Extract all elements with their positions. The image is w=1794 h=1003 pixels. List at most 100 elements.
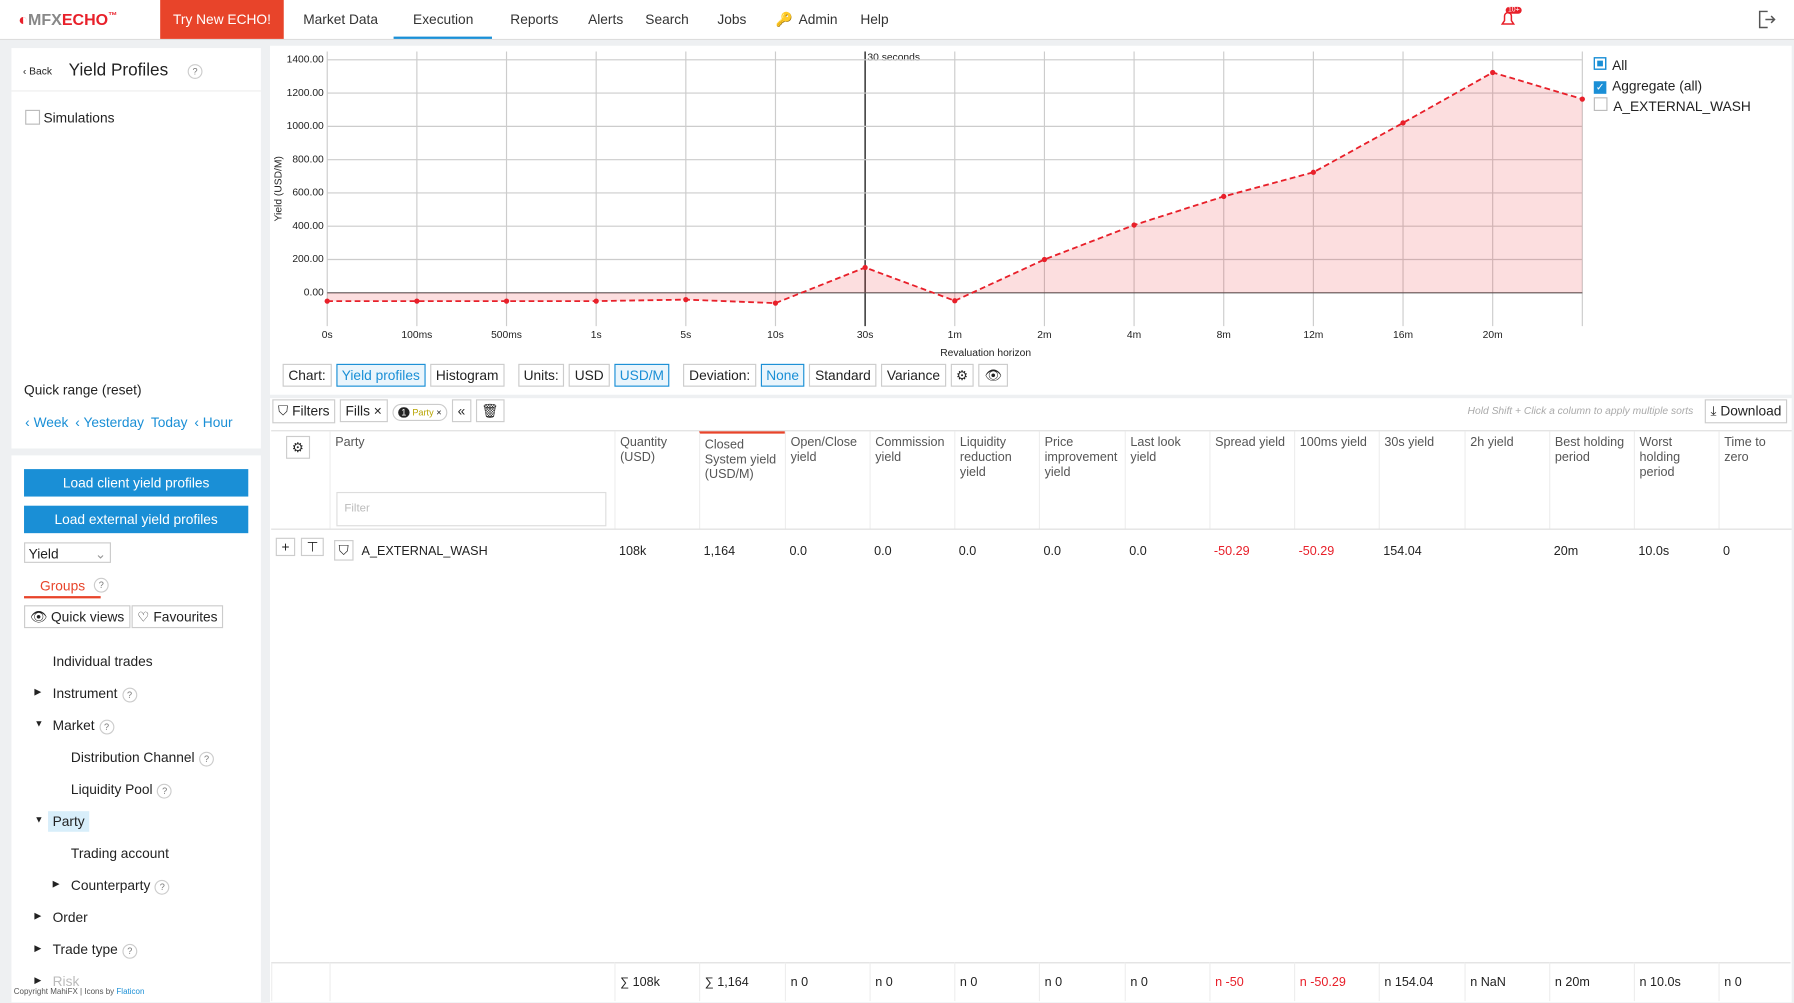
- range-link[interactable]: ‹ Yesterday: [75, 414, 145, 431]
- toolbar-button[interactable]: USD/M: [614, 363, 670, 387]
- x-tick-label: 20m: [1483, 330, 1503, 341]
- nav-item[interactable]: Reports: [510, 11, 559, 28]
- range-link[interactable]: ‹ Hour: [194, 414, 233, 431]
- legend-item[interactable]: A_EXTERNAL_WASH: [1593, 96, 1751, 117]
- select[interactable]: Yield ⌄: [24, 542, 111, 563]
- chip-text: Fills: [345, 402, 370, 419]
- flaticon-link[interactable]: Flaticon: [116, 988, 145, 997]
- tree-arrow[interactable]: ▼: [34, 814, 44, 825]
- tree-item[interactable]: Distribution Channel?: [71, 747, 215, 769]
- filter-icon[interactable]: ⛉: [334, 540, 354, 561]
- tree-arrow[interactable]: ▶: [34, 942, 42, 954]
- toolbar-button[interactable]: Histogram: [430, 363, 505, 387]
- column-header[interactable]: Time to zero: [1718, 431, 1790, 529]
- view-button[interactable]: 👁: [978, 363, 1008, 387]
- load-external-button[interactable]: Load external yield profiles: [24, 505, 249, 534]
- column-header[interactable]: 30s yield: [1378, 431, 1465, 529]
- try-button[interactable]: Try New ECHO!: [160, 0, 284, 39]
- tree-arrow[interactable]: ▶: [34, 686, 42, 697]
- pin-button[interactable]: ⊤: [300, 537, 325, 557]
- filters-button[interactable]: ⛉ Filters: [272, 399, 336, 424]
- footer-text: n 0: [959, 975, 978, 990]
- quick-range-label[interactable]: Quick range (reset): [24, 382, 142, 399]
- expand-button[interactable]: +: [275, 537, 296, 557]
- help-icon[interactable]: ?: [122, 687, 137, 703]
- toolbar-button[interactable]: Variance: [881, 363, 946, 387]
- collapse-button[interactable]: «: [451, 399, 471, 423]
- range-link[interactable]: ‹ Week: [25, 414, 69, 431]
- cell-text: -50.29: [1213, 544, 1250, 559]
- column-header[interactable]: Commission yield: [869, 431, 955, 529]
- tree-item[interactable]: Counterparty?: [71, 875, 170, 897]
- legend-item[interactable]: ✓ Aggregate (all): [1593, 77, 1703, 94]
- help-icon[interactable]: ?: [187, 64, 203, 79]
- column-header[interactable]: 100ms yield: [1294, 431, 1379, 529]
- toolbar-button[interactable]: Standard: [809, 363, 877, 387]
- nav-item[interactable]: Search: [645, 11, 689, 28]
- help-icon[interactable]: ?: [157, 783, 173, 799]
- tree-item[interactable]: Individual trades: [53, 651, 153, 672]
- column-header[interactable]: Closed System yield (USD/M): [699, 431, 785, 529]
- toolbar-button[interactable]: USD: [569, 363, 610, 387]
- legend-item[interactable]: All: [1593, 55, 1751, 76]
- nav-item[interactable]: Execution: [413, 11, 474, 28]
- point: [414, 298, 420, 304]
- column-header[interactable]: Liquidity reduction yield: [954, 431, 1039, 529]
- groups-tab[interactable]: Groups: [24, 575, 102, 599]
- column-header[interactable]: Last look yield: [1124, 431, 1210, 529]
- settings-button[interactable]: ⚙: [950, 363, 975, 387]
- column-header[interactable]: Quantity (USD): [614, 431, 699, 529]
- back-link[interactable]: ‹ Back: [22, 65, 53, 77]
- checkbox[interactable]: [25, 109, 41, 125]
- quick-views-button[interactable]: 👁 Quick views: [24, 605, 130, 629]
- nav-item[interactable]: Jobs: [717, 11, 747, 28]
- column-header[interactable]: Price improvement yield: [1038, 431, 1125, 529]
- help-icon[interactable]: ?: [99, 719, 115, 735]
- fills-chip[interactable]: Fills ×: [339, 399, 388, 423]
- filter-input[interactable]: Filter: [336, 491, 607, 527]
- load-client-button[interactable]: Load client yield profiles: [24, 469, 249, 497]
- table-cell: 0.0: [785, 533, 870, 570]
- help-icon[interactable]: ?: [122, 943, 138, 959]
- help-icon[interactable]: ?: [199, 751, 215, 767]
- column-header[interactable]: Party: [329, 431, 615, 529]
- sidebar-bottom: Load client yield profiles Load external…: [11, 455, 261, 1003]
- tree-item[interactable]: Party: [48, 811, 90, 832]
- tree-item[interactable]: Risk: [53, 971, 80, 992]
- column-header[interactable]: Spread yield: [1209, 431, 1294, 529]
- tree-item[interactable]: Trade type?: [53, 939, 138, 961]
- table-cell: 0: [1718, 533, 1790, 570]
- top-nav: ◐MFXECHO™ Try New ECHO! Market Data Execu…: [0, 0, 1794, 41]
- tree-arrow[interactable]: ▶: [52, 878, 60, 889]
- footer-text: n 20m: [1554, 975, 1590, 990]
- nav-item[interactable]: Admin 🔑: [775, 11, 838, 28]
- column-header[interactable]: 2h yield: [1464, 431, 1549, 529]
- column-header[interactable]: Open/Close yield: [784, 431, 870, 529]
- download-button[interactable]: ⤓ Download: [1704, 399, 1788, 424]
- party-chip[interactable]: 1 Party ×: [392, 403, 448, 422]
- range-link[interactable]: Today: [151, 414, 188, 430]
- cell-text: -50.29: [1298, 544, 1335, 559]
- tree-item[interactable]: Market?: [53, 715, 115, 737]
- tree-arrow[interactable]: ▶: [34, 910, 42, 922]
- logo[interactable]: ◐MFXECHO™: [18, 10, 118, 29]
- tree-arrow[interactable]: ▶: [34, 974, 42, 986]
- column-header[interactable]: Best holding period: [1549, 431, 1634, 529]
- favourites-button[interactable]: ♡ Favourites: [131, 605, 224, 629]
- delete-button[interactable]: 🗑: [475, 399, 505, 423]
- tree-item[interactable]: Order: [53, 907, 88, 928]
- settings-button[interactable]: ⚙: [286, 435, 310, 459]
- tree-item[interactable]: Instrument?: [53, 683, 137, 705]
- tree-item[interactable]: Liquidity Pool?: [71, 779, 173, 801]
- tree-arrow[interactable]: ▼: [34, 718, 44, 729]
- nav-item[interactable]: Alerts: [588, 11, 624, 28]
- toolbar-button[interactable]: Yield profiles: [336, 363, 426, 387]
- tree-item[interactable]: Trading account: [71, 843, 169, 864]
- help-icon[interactable]: ?: [93, 577, 109, 593]
- nav-item[interactable]: Market Data: [303, 11, 378, 28]
- help-icon[interactable]: ?: [154, 879, 170, 895]
- toolbar-button[interactable]: None: [760, 363, 805, 387]
- nav-item[interactable]: Help: [860, 11, 889, 28]
- logout-icon[interactable]: [1756, 9, 1777, 30]
- column-header[interactable]: Worst holding period: [1633, 431, 1719, 529]
